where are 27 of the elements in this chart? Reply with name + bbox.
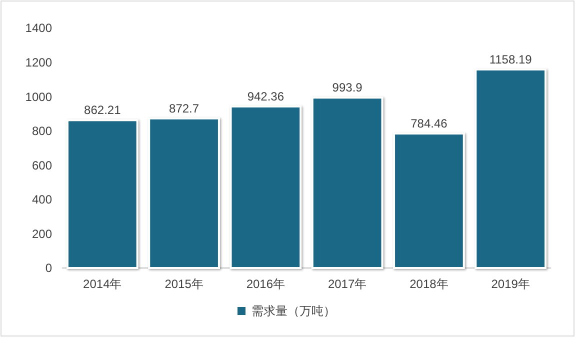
bar: [393, 132, 465, 269]
x-tick-label: 2015年: [164, 277, 204, 291]
bar: [148, 117, 220, 269]
x-tick-label: 2016年: [246, 277, 286, 291]
data-label: 862.21: [84, 103, 122, 118]
bar: [311, 96, 384, 269]
data-label: 872.7: [169, 101, 200, 116]
x-tick-label: 2017年: [328, 277, 367, 291]
y-tick-label: 400: [32, 192, 52, 207]
data-label: 1158.19: [489, 52, 532, 66]
text: 需求量（万吨）: [252, 304, 336, 318]
y-tick-label: 800: [32, 124, 52, 138]
data-label: 784.46: [410, 116, 448, 131]
y-tick-label: 0: [45, 261, 52, 276]
bar: [230, 105, 302, 269]
x-tick-label: 2019年: [491, 277, 530, 291]
y-tick-label: 1200: [25, 55, 52, 70]
bar: [474, 68, 547, 269]
y-tick-label: 600: [32, 158, 52, 172]
y-tick-label: 1000: [25, 90, 52, 104]
data-label: 993.9: [332, 80, 363, 95]
x-tick-label: 2014年: [83, 277, 122, 291]
data-label: 942.36: [247, 89, 284, 104]
bar: [66, 119, 138, 269]
y-tick-label: 1400: [25, 21, 52, 36]
y-tick-label: 200: [32, 226, 52, 241]
x-tick-label: 2018年: [410, 277, 448, 291]
